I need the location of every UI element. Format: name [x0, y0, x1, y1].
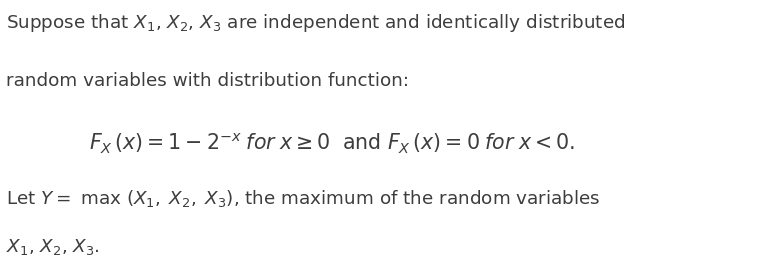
Text: $X_1$, $X_2$, $X_3$.: $X_1$, $X_2$, $X_3$. — [6, 237, 100, 257]
Text: $F_X\,(x) = 1 - 2^{-x}\;\mathit{for}\; x \geq 0\;$ and $F_X\,(x) = 0\;\mathit{fo: $F_X\,(x) = 1 - 2^{-x}\;\mathit{for}\; x… — [89, 131, 575, 156]
Text: Let $Y =$ max $(X_1,\; X_2,\; X_3)$, the maximum of the random variables: Let $Y =$ max $(X_1,\; X_2,\; X_3)$, the… — [6, 188, 601, 209]
Text: Suppose that $X_1$, $X_2$, $X_3$ are independent and identically distributed: Suppose that $X_1$, $X_2$, $X_3$ are ind… — [6, 12, 625, 34]
Text: random variables with distribution function:: random variables with distribution funct… — [6, 72, 409, 90]
